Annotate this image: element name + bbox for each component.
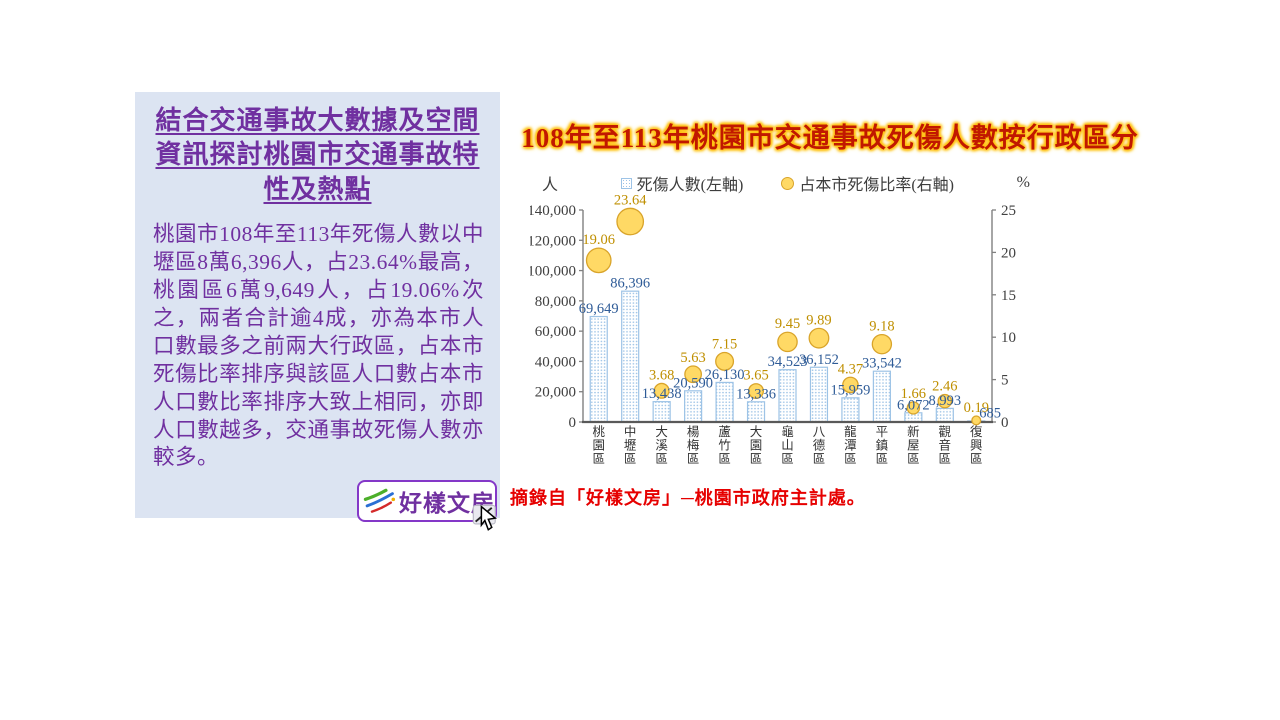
right-axis-tick-label: 5 [1001,373,1009,389]
bubble-大溪區 [653,382,670,399]
bar-龜山區 [778,369,797,423]
bar-value-label: 6,072 [897,397,930,413]
bar-楊梅區 [684,390,703,423]
brand-logo[interactable]: 好樣文房 [357,480,497,531]
bubble-value-label: 3.65 [743,368,768,384]
bar-value-label: 8,993 [928,393,961,409]
legend-label-ratio: 占本市死傷比率(右軸) [799,177,955,194]
bubble-大園區 [748,383,765,400]
bubble-平鎮區 [871,333,893,355]
bubble-value-label: 3.68 [649,367,674,383]
bar-value-label: 13,336 [736,386,776,402]
bar-value-label: 33,542 [862,356,902,372]
category-label-桃園區: 桃園區 [592,424,605,466]
citation: 摘錄自「好樣文房」─桃園市政府主計處。 [510,488,866,508]
bubble-value-label: 23.64 [614,192,647,208]
bubble-中壢區 [616,207,645,236]
legend-label-casualties: 死傷人數(左軸) [636,177,744,194]
bar-value-label: 26,130 [705,367,745,383]
left-axis-tick-label: 80,000 [535,294,576,310]
right-axis-tick-label: 10 [1001,330,1016,346]
bar-value-label: 15,959 [830,382,870,398]
bubble-value-label: 0.19 [964,400,989,416]
category-label-蘆竹區: 蘆竹區 [718,425,731,466]
category-label-觀音區: 觀音區 [939,425,952,466]
bar-series-marker-icon [620,177,632,189]
bar-平鎮區 [872,370,891,423]
left-axis-tick-label: 60,000 [535,324,576,340]
category-label-大園區: 大園區 [750,425,763,466]
bubble-value-label: 7.15 [712,337,737,353]
bar-八德區 [809,366,829,423]
bubble-新屋區 [906,401,921,415]
chart-title: 108年至113年桃園市交通事故死傷人數按行政區分 [521,123,1139,153]
category-label-八德區: 八德區 [813,425,826,466]
left-axis-unit-label: 人 [542,177,559,194]
left-axis-tick-label: 120,000 [530,233,576,249]
bubble-value-label: 5.63 [680,350,705,366]
bubble-觀音區 [937,393,953,409]
combo-chart: 0 20,000 40,000 60,000 80,000 100,000 120,000 1… [530,192,1016,466]
bar-大園區 [746,401,766,423]
bubble-value-label: 19.06 [582,232,615,248]
category-label-平鎮區: 平鎮區 [876,425,889,466]
right-axis-tick-label: 15 [1001,288,1016,304]
bubble-value-label: 9.45 [775,316,800,332]
bar-大溪區 [652,401,671,423]
bar-value-label: 13,438 [642,386,682,402]
bubble-桃園區 [585,247,612,274]
chart-legend: 死傷人數(左軸) 占本市死傷比率(右軸) [620,171,954,195]
cursor-arrow-icon [472,504,497,531]
chart-header: 人 死傷人數(左軸) 占本市死傷比率(右軸) % [532,172,1032,194]
bar-桃園區 [589,315,608,423]
category-label-楊梅區: 楊梅區 [687,424,700,466]
bubble-value-label: 2.46 [932,379,957,395]
category-label-大溪區: 大溪區 [655,425,668,466]
bubble-value-label: 9.89 [806,312,831,328]
bar-觀音區 [935,407,954,423]
panel-title: 結合交通事故大數據及空間資訊探討桃園市交通事故特性及熱點 [155,106,480,204]
legend-item-casualties: 死傷人數(左軸) [620,171,744,195]
bubble-value-label: 1.66 [901,386,926,402]
legend-item-ratio: 占本市死傷比率(右軸) [781,171,954,195]
right-axis-tick-label: 0 [1001,415,1009,431]
bubble-八德區 [808,327,830,349]
bar-value-label: 34,523 [768,354,808,370]
bar-中壢區 [621,290,640,423]
right-axis-tick-label: 20 [1001,245,1016,261]
bar-value-label: 685 [979,405,1001,421]
bubble-series-marker-icon [781,176,795,190]
left-axis-tick-label: 100,000 [530,264,576,280]
category-label-新屋區: 新屋區 [907,424,920,466]
category-label-中壢區: 中壢區 [624,424,637,466]
bar-value-label: 20,590 [673,375,713,391]
bar-龍潭區 [841,397,860,423]
left-axis-tick-label: 40,000 [535,354,576,370]
bubble-復興區 [971,415,982,426]
left-axis-tick-label: 20,000 [535,385,576,401]
panel-body: 桃園市108年至113年死傷人數以中壢區8萬6,396人，占23.64%最高，桃… [153,221,484,470]
bubble-value-label: 9.18 [869,319,894,335]
left-axis-tick-label: 140,000 [530,203,576,219]
bar-蘆竹區 [715,381,734,423]
bar-value-label: 69,649 [579,301,619,317]
bar-value-label: 86,396 [610,276,650,292]
bubble-value-label: 4.37 [838,361,863,377]
category-label-龍潭區: 龍潭區 [844,424,857,466]
right-axis-tick-label: 25 [1001,203,1016,219]
right-axis-unit-label: % [1016,174,1030,191]
bar-value-label: 36,152 [799,352,839,368]
bubble-蘆竹區 [715,351,735,371]
bubble-龍潭區 [842,376,859,394]
logo-swoosh-icon [363,488,396,513]
summary-panel: 結合交通事故大數據及空間資訊探討桃園市交通事故特性及熱點 桃園市108年至113… [135,92,500,531]
left-axis-tick-label: 0 [569,415,577,431]
category-label-龜山區: 龜山區 [781,425,794,466]
bubble-龜山區 [777,331,798,353]
bubble-楊梅區 [684,365,703,384]
category-label-復興區: 復興區 [970,424,983,466]
